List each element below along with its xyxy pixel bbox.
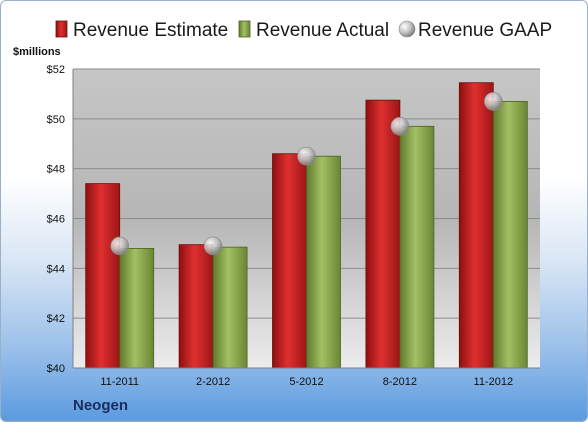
x-tick-label: 2-2012 [196,376,230,388]
y-tick-label: $46 [47,214,65,226]
y-tick-label: $48 [47,164,65,176]
bar-revenue-estimate [178,244,214,369]
legend: Revenue Estimate Revenue Actual Revenue GA… [55,20,552,41]
company-name: Neogen [73,397,129,414]
x-axis-ticks: 11-2011 2-2012 5-2012 8-2012 11-2012 [100,376,513,388]
bar-revenue-estimate [85,183,121,369]
marker-revenue-gaap [110,236,129,256]
gaap-markers [110,92,503,256]
y-axis-ticks: $40 $42 $44 $46 $48 $50 $52 [47,64,65,375]
x-tick-label: 5-2012 [289,376,323,388]
marker-revenue-gaap [390,117,410,136]
y-axis-unit-label: $millions [13,46,61,58]
marker-revenue-gaap [483,92,503,111]
x-tick-label: 11-2011 [100,376,139,388]
bar-revenue-actual [119,247,155,369]
marker-revenue-gaap [203,236,223,256]
bar-revenue-estimate [272,153,307,369]
bar-revenue-actual [399,125,435,369]
marker-revenue-gaap [297,146,316,166]
y-tick-label: $42 [47,313,65,325]
legend-label: Revenue GAAP [418,20,552,41]
bar-revenue-estimate [365,99,401,369]
bars [85,82,528,369]
legend-label: Revenue Estimate [73,20,228,41]
legend-swatch [55,20,68,38]
bar-revenue-actual [212,246,248,369]
y-tick-label: $40 [47,363,65,375]
bar-revenue-actual [492,100,528,369]
bar-revenue-actual [306,155,341,369]
y-tick-label: $50 [47,114,65,126]
y-tick-label: $52 [47,64,65,76]
bar-revenue-estimate [458,82,494,369]
legend-swatch [398,20,416,38]
legend-label: Revenue Actual [256,20,389,41]
x-tick-label: 8-2012 [383,376,417,388]
legend-swatch [238,20,251,38]
x-tick-label: 11-2012 [474,376,514,388]
y-tick-label: $44 [47,263,65,275]
